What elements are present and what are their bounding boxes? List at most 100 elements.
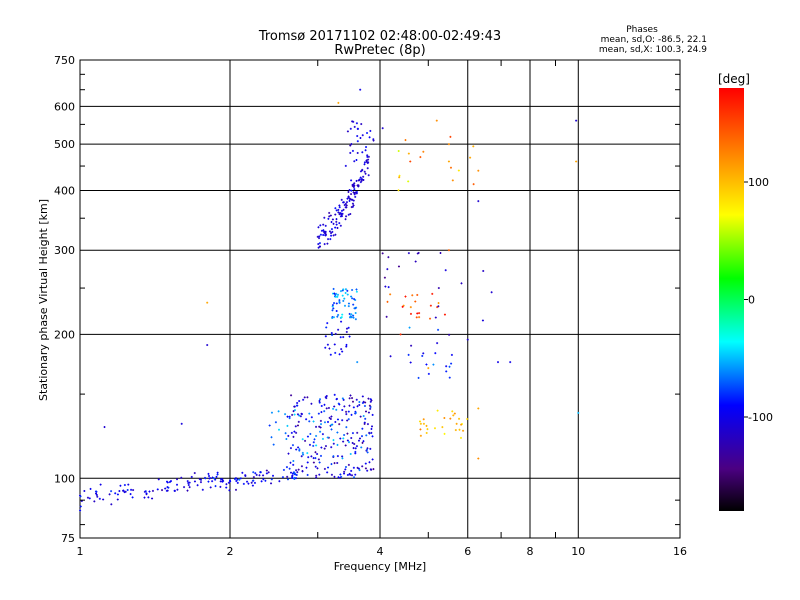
data-point (362, 440, 365, 443)
data-point (332, 316, 335, 319)
data-point (331, 423, 334, 426)
data-point (422, 352, 425, 355)
data-point (267, 471, 270, 474)
data-point (295, 477, 298, 480)
data-point (131, 496, 134, 499)
y-axis-ticks: 75 100 200 300 400 500 600 750 (54, 54, 680, 545)
data-point (298, 448, 301, 451)
data-point (436, 409, 439, 412)
data-point (341, 294, 344, 297)
data-point (116, 493, 119, 496)
data-point (328, 211, 331, 214)
data-point (353, 182, 356, 185)
y-tick-label: 200 (54, 328, 75, 341)
data-point (151, 489, 154, 492)
data-point (353, 125, 356, 128)
data-point (381, 127, 384, 130)
data-point (369, 468, 372, 471)
data-point (322, 223, 325, 226)
data-point (345, 204, 348, 207)
data-point (389, 355, 392, 358)
data-point (477, 407, 480, 410)
data-point (317, 412, 320, 415)
data-point (264, 479, 267, 482)
data-point (338, 206, 341, 209)
data-point (325, 407, 328, 410)
data-point (330, 473, 333, 476)
data-point (252, 471, 255, 474)
data-point (323, 403, 326, 406)
data-point (341, 457, 344, 460)
data-point (356, 466, 359, 469)
data-point (415, 316, 418, 319)
data-point (346, 439, 349, 442)
data-point (361, 441, 364, 444)
data-point (399, 333, 402, 336)
data-point (214, 485, 217, 488)
data-point (477, 169, 480, 172)
data-point (407, 353, 410, 356)
data-point (328, 347, 331, 350)
data-point (454, 429, 457, 432)
data-point (370, 399, 373, 402)
data-point (350, 193, 353, 196)
data-point (183, 486, 186, 489)
data-point (324, 346, 327, 349)
data-point (335, 397, 338, 400)
data-point (397, 189, 400, 192)
data-point (419, 422, 422, 425)
data-point (362, 400, 365, 403)
data-point (339, 473, 342, 476)
data-point (459, 436, 462, 439)
data-point (321, 433, 324, 436)
data-point (359, 88, 362, 91)
x-tick-label: 8 (527, 545, 534, 558)
data-point (359, 176, 362, 179)
data-point (207, 472, 210, 475)
data-point (308, 420, 311, 423)
data-point (319, 419, 322, 422)
data-point (323, 447, 326, 450)
data-point (418, 420, 421, 423)
data-point (371, 413, 374, 416)
data-point (272, 443, 275, 446)
data-point (295, 469, 298, 472)
data-point (315, 425, 318, 428)
x-tick-label: 16 (673, 545, 687, 558)
data-point (364, 462, 367, 465)
data-point (401, 305, 404, 308)
data-point (445, 365, 448, 368)
colorbar-ticks: 100 0 -100 (744, 176, 773, 424)
data-point (123, 484, 126, 487)
data-point (369, 405, 372, 408)
data-point (180, 476, 183, 479)
data-point (414, 300, 417, 303)
data-point (298, 400, 301, 403)
data-point (216, 473, 219, 476)
data-point (462, 429, 465, 432)
data-point (359, 170, 362, 173)
data-point (349, 197, 352, 200)
data-point (95, 493, 98, 496)
chart-subtitle: RwPretec (8p) (334, 43, 425, 58)
data-point (348, 312, 351, 315)
data-point (333, 292, 336, 295)
data-point (268, 424, 271, 427)
data-point (437, 302, 440, 305)
data-point (351, 202, 354, 205)
data-point (345, 215, 348, 218)
data-point (309, 432, 312, 435)
data-point (344, 218, 347, 221)
data-point (352, 314, 355, 317)
data-point (472, 183, 475, 186)
data-point (337, 101, 340, 104)
data-point (204, 477, 207, 480)
data-point (297, 468, 300, 471)
data-point (335, 223, 338, 226)
colorbar-tick-label: 100 (748, 176, 769, 189)
data-point (319, 426, 322, 429)
data-point (343, 204, 346, 207)
data-point (228, 489, 231, 492)
data-point (365, 146, 368, 149)
data-point (359, 137, 362, 140)
